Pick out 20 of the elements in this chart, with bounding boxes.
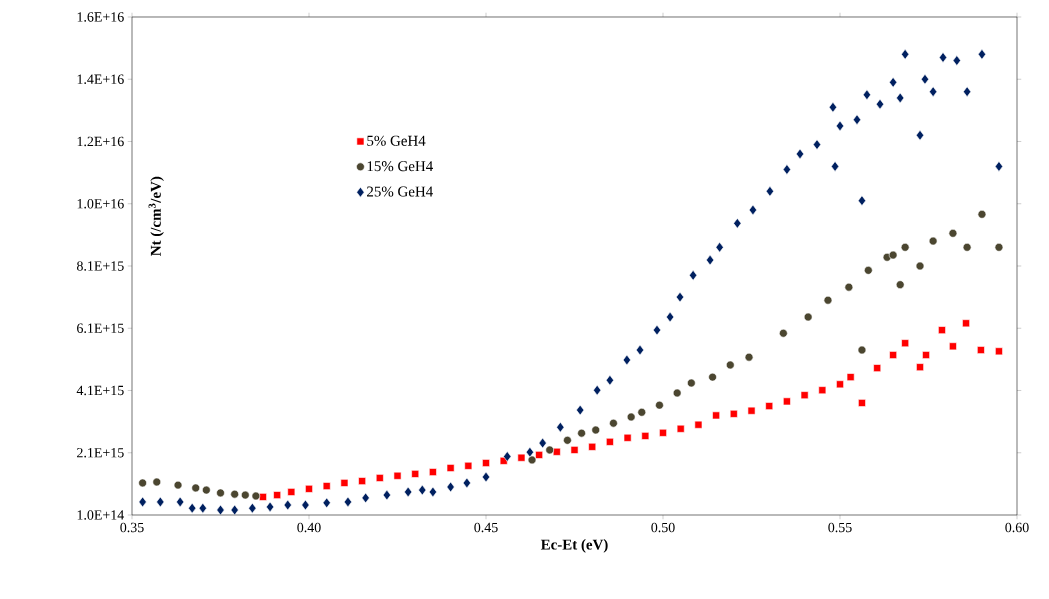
- x-axis-title: Ec-Et (eV): [540, 539, 608, 553]
- x-tick-label: 0.35: [120, 522, 144, 533]
- x-tick-label: 0.55: [828, 522, 852, 533]
- y-tick-label: 1.2E+16: [77, 136, 124, 147]
- y-axis-title: Nt (/cm$^{3}$/eV): [148, 176, 164, 256]
- y-tick-label: 8.1E+15: [76, 261, 124, 271]
- y-tick-label: 4.1E+15: [76, 385, 124, 396]
- legend-label: 25% GeH4: [367, 186, 433, 197]
- y-tick-label: 1.6E+16: [77, 12, 124, 22]
- x-tick-label: 0.40: [297, 522, 321, 533]
- x-tick-label: 0.50: [651, 522, 675, 533]
- legend-label: 5% GeH4: [367, 135, 426, 146]
- y-tick-label: 1.0E+16: [77, 199, 124, 209]
- y-tick-label: 2.1E+15: [77, 448, 124, 458]
- x-tick-label: 0.45: [474, 522, 498, 533]
- y-tick-label: 6.1E+15: [77, 323, 124, 333]
- y-tick-label: 1.4E+16: [77, 74, 124, 84]
- legend-label: 15% GeH4: [367, 161, 433, 172]
- x-tick-label: 0.60: [1005, 522, 1029, 533]
- y-tick-label: 1.0E+14: [77, 510, 125, 520]
